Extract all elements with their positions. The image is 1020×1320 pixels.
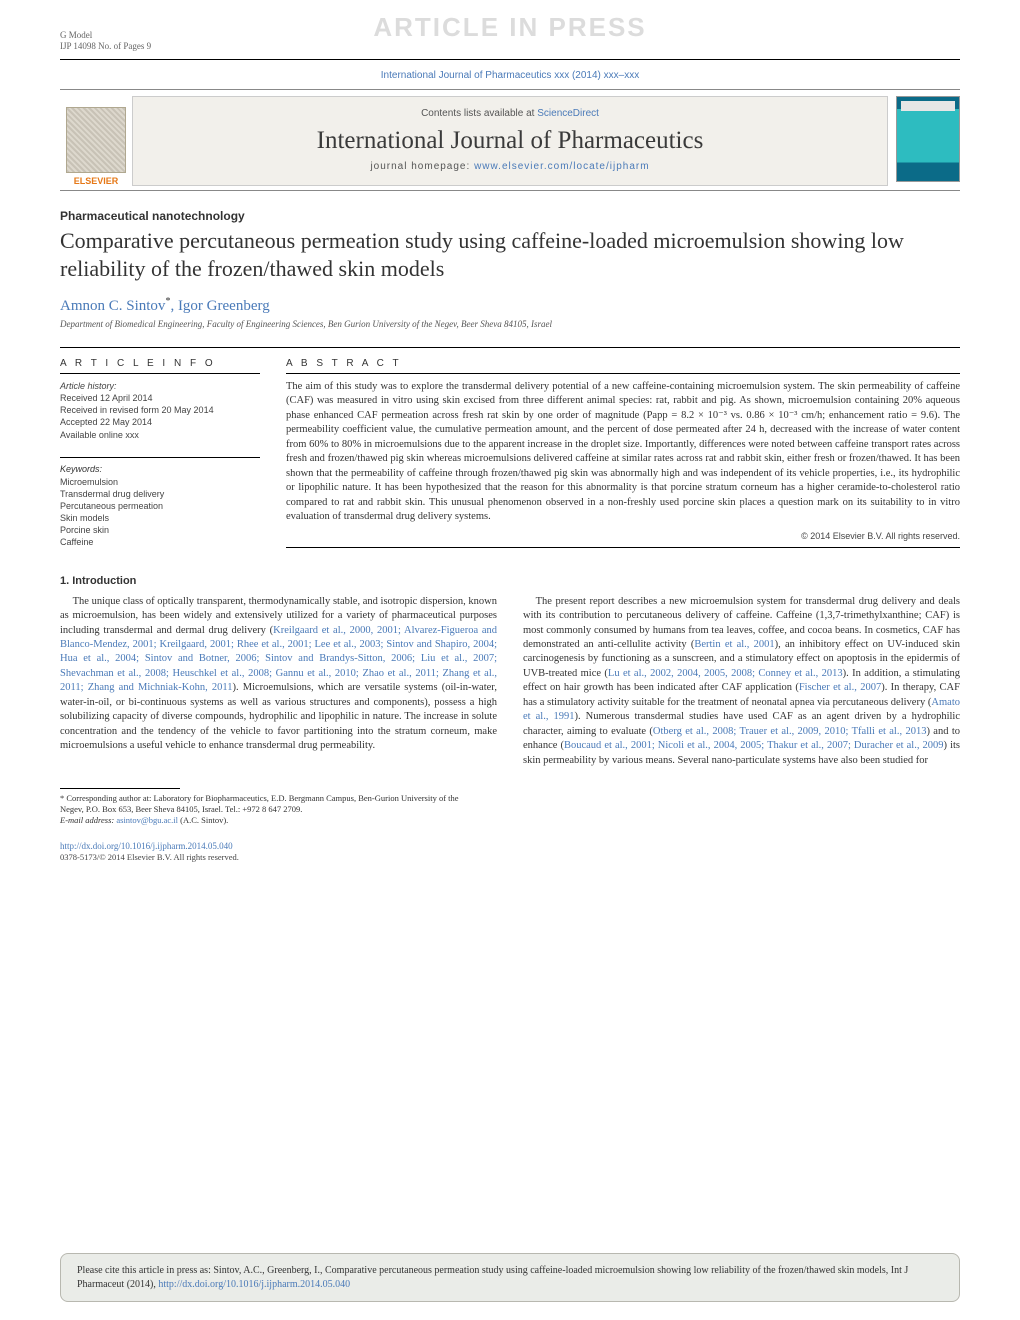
abstract-text: The aim of this study was to explore the… [286, 380, 960, 525]
kw-item: Microemulsion [60, 476, 260, 488]
authors: Amnon C. Sintov*, Igor Greenberg [60, 296, 960, 315]
p3r2[interactable]: Lu et al., 2002, 2004, 2005, 2008; Conne… [608, 668, 843, 679]
kw-item: Transdermal drug delivery [60, 488, 260, 500]
email-link[interactable]: asintov@bgu.ac.il [116, 815, 178, 825]
kw-item: Percutaneous permeation [60, 500, 260, 512]
keywords: Keywords: Microemulsion Transdermal drug… [60, 457, 260, 549]
article-title: Comparative percutaneous permeation stud… [60, 227, 960, 282]
citation-doi-link[interactable]: http://dx.doi.org/10.1016/j.ijpharm.2014… [158, 1279, 350, 1290]
abstract-bottom-rule [286, 547, 960, 548]
corresponding-author: * Corresponding author at: Laboratory fo… [60, 793, 470, 815]
p3r5[interactable]: Otberg et al., 2008; Trauer et al., 2009… [653, 726, 927, 737]
history-received: Received 12 April 2014 [60, 392, 260, 404]
abstract-copyright: © 2014 Elsevier B.V. All rights reserved… [286, 531, 960, 541]
masthead-center: Contents lists available at ScienceDirec… [132, 96, 888, 186]
history-online: Available online xxx [60, 429, 260, 441]
author-sep: , [170, 298, 178, 314]
history-title: Article history: [60, 380, 260, 392]
kw-item: Porcine skin [60, 524, 260, 536]
p3r6[interactable]: Boucaud et al., 2001; Nicoli et al., 200… [564, 740, 944, 751]
author-2: Igor Greenberg [178, 298, 270, 314]
intro-heading: 1. Introduction [60, 575, 960, 587]
meta-row: A R T I C L E I N F O Article history: R… [60, 347, 960, 549]
masthead: ELSEVIER Contents lists available at Sci… [60, 89, 960, 191]
intro-para-1: The unique class of optically transparen… [60, 595, 497, 754]
top-separator [60, 59, 960, 60]
contents-prefix: Contents lists available at [421, 108, 537, 119]
history-accepted: Accepted 22 May 2014 [60, 416, 260, 428]
page: G Model IJP 14098 No. of Pages 9 Interna… [0, 0, 1020, 882]
citation-box: Please cite this article in press as: Si… [60, 1253, 960, 1302]
article-history: Article history: Received 12 April 2014 … [60, 380, 260, 441]
kw-list: Microemulsion Transdermal drug delivery … [60, 476, 260, 549]
section-label: Pharmaceutical nanotechnology [60, 209, 960, 223]
affiliation: Department of Biomedical Engineering, Fa… [60, 319, 960, 329]
article-info-head: A R T I C L E I N F O [60, 358, 260, 374]
homepage-link[interactable]: www.elsevier.com/locate/ijpharm [474, 161, 650, 172]
p3r1[interactable]: Bertin et al., 2001 [694, 639, 774, 650]
body-columns: The unique class of optically transparen… [60, 595, 960, 769]
kw-item: Caffeine [60, 536, 260, 548]
journal-name: International Journal of Pharmaceutics [317, 127, 704, 155]
abstract-head: A B S T R A C T [286, 358, 960, 374]
journal-cover-icon [896, 96, 960, 182]
sciencedirect-link[interactable]: ScienceDirect [537, 108, 599, 119]
footnote-separator [60, 788, 180, 789]
contents-line: Contents lists available at ScienceDirec… [421, 108, 599, 119]
email-line: E-mail address: asintov@bgu.ac.il (A.C. … [60, 815, 470, 826]
issn-line: 0378-5173/© 2014 Elsevier B.V. All right… [60, 852, 960, 862]
kw-head: Keywords: [60, 457, 260, 474]
p3r3[interactable]: Fischer et al., 2007 [799, 682, 881, 693]
email-label: E-mail address: [60, 815, 116, 825]
watermark: ARTICLE IN PRESS [0, 12, 1020, 43]
author-1: Amnon C. Sintov [60, 298, 165, 314]
homepage-line: journal homepage: www.elsevier.com/locat… [370, 161, 649, 172]
homepage-prefix: journal homepage: [370, 161, 474, 172]
footnotes: * Corresponding author at: Laboratory fo… [60, 793, 470, 826]
elsevier-logo: ELSEVIER [60, 96, 132, 186]
elsevier-tree-icon [66, 107, 126, 173]
doi-link[interactable]: http://dx.doi.org/10.1016/j.ijpharm.2014… [60, 841, 960, 851]
intro-para-2: The present report describes a new micro… [523, 595, 960, 769]
history-revised: Received in revised form 20 May 2014 [60, 404, 260, 416]
email-author: (A.C. Sintov). [178, 815, 228, 825]
elsevier-text: ELSEVIER [74, 176, 119, 186]
article-info: A R T I C L E I N F O Article history: R… [60, 358, 260, 549]
kw-item: Skin models [60, 512, 260, 524]
abstract: A B S T R A C T The aim of this study wa… [286, 358, 960, 549]
journal-info-line: International Journal of Pharmaceutics x… [60, 70, 960, 81]
